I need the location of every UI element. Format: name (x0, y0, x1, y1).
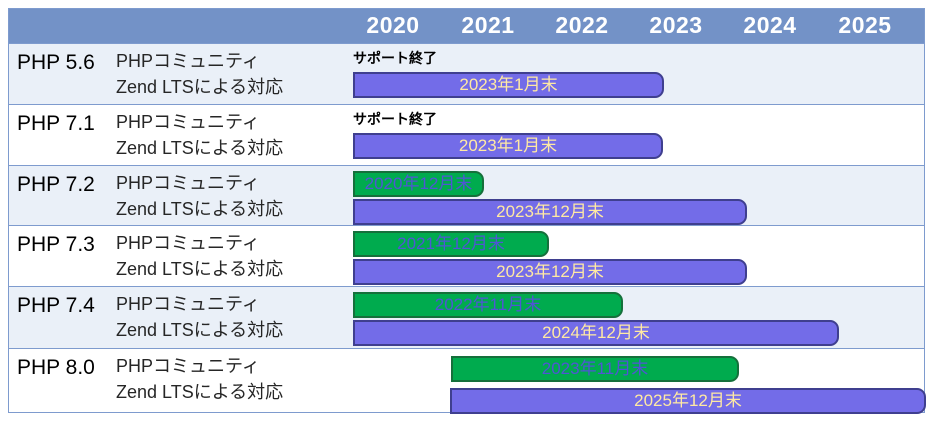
support-type-labels: PHPコミュニティ Zend LTSによる対応 (116, 230, 283, 282)
version-label: PHP 7.1 (17, 112, 95, 135)
community-series-label: PHPコミュニティ (116, 294, 260, 314)
zend-lts-support-bar: 2023年12月末 (353, 199, 747, 225)
support-timeline-table: 2020 2021 2022 2023 2024 2025 PHP 5.6 PH… (8, 8, 926, 414)
support-type-labels: PHPコミュニティ Zend LTSによる対応 (116, 291, 283, 343)
community-support-bar: 2023年11月末 (451, 356, 739, 382)
zend-lts-series-label: Zend LTSによる対応 (116, 199, 284, 219)
row-php-7-3: PHP 7.3 PHPコミュニティ Zend LTSによる対応 2021年12月… (9, 225, 924, 286)
zend-lts-series-label: Zend LTSによる対応 (116, 320, 284, 340)
community-series-label: PHPコミュニティ (116, 112, 260, 132)
support-type-labels: PHPコミュニティ Zend LTSによる対応 (116, 170, 283, 222)
zend-lts-series-label: Zend LTSによる対応 (116, 138, 284, 158)
version-label: PHP 7.4 (17, 294, 95, 317)
version-label: PHP 7.3 (17, 233, 95, 256)
community-series-label: PHPコミュニティ (116, 51, 260, 71)
community-support-ended-label: サポート終了 (353, 111, 437, 127)
zend-lts-support-bar: 2023年1月末 (353, 133, 663, 159)
zend-lts-support-bar: 2023年12月末 (353, 259, 747, 285)
community-series-label: PHPコミュニティ (116, 233, 260, 253)
row-php-7-2: PHP 7.2 PHPコミュニティ Zend LTSによる対応 2020年12月… (9, 165, 924, 225)
year-tick-2020: 2020 (366, 12, 420, 38)
zend-lts-support-bar: 2023年1月末 (353, 72, 664, 98)
version-label: PHP 8.0 (17, 356, 95, 379)
support-type-labels: PHPコミュニティ Zend LTSによる対応 (116, 353, 283, 405)
year-tick-2022: 2022 (555, 12, 609, 38)
year-tick-2025: 2025 (838, 12, 892, 38)
version-label: PHP 5.6 (17, 51, 95, 74)
version-label: PHP 7.2 (17, 173, 95, 196)
community-support-ended-label: サポート終了 (353, 50, 437, 66)
community-support-bar: 2021年12月末 (353, 231, 549, 257)
community-support-bar: 2020年12月末 (353, 171, 484, 197)
year-tick-2024: 2024 (743, 12, 797, 38)
zend-lts-support-bar: 2025年12月末 (450, 388, 926, 414)
support-type-labels: PHPコミュニティ Zend LTSによる対応 (116, 109, 283, 161)
row-php-7-1: PHP 7.1 PHPコミュニティ Zend LTSによる対応 サポート終了 20… (9, 104, 924, 165)
zend-lts-series-label: Zend LTSによる対応 (116, 259, 284, 279)
year-header: 2020 2021 2022 2023 2024 2025 (9, 9, 924, 43)
row-php-8-0: PHP 8.0 PHPコミュニティ Zend LTSによる対応 2023年11月… (9, 348, 926, 414)
year-tick-2021: 2021 (461, 12, 515, 38)
community-series-label: PHPコミュニティ (116, 356, 260, 376)
year-tick-2023: 2023 (649, 12, 703, 38)
row-php-5-6: PHP 5.6 PHPコミュニティ Zend LTSによる対応 サポート終了 20… (9, 43, 924, 104)
zend-lts-series-label: Zend LTSによる対応 (116, 77, 284, 97)
community-support-bar: 2022年11月末 (353, 292, 623, 318)
row-php-7-4: PHP 7.4 PHPコミュニティ Zend LTSによる対応 2022年11月… (9, 286, 924, 348)
community-series-label: PHPコミュニティ (116, 173, 260, 193)
support-type-labels: PHPコミュニティ Zend LTSによる対応 (116, 48, 283, 100)
zend-lts-support-bar: 2024年12月末 (353, 320, 839, 346)
zend-lts-series-label: Zend LTSによる対応 (116, 382, 284, 402)
